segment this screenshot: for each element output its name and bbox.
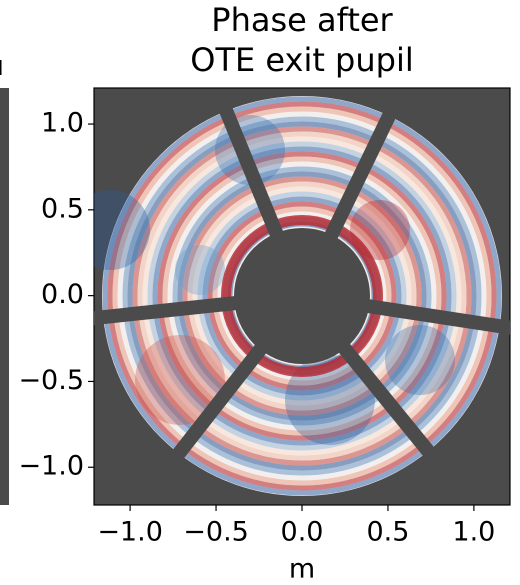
phase-ring xyxy=(127,121,477,471)
y-tick-label: 0.5 xyxy=(41,193,84,224)
x-tick-label: 1.0 xyxy=(452,517,495,548)
neighbor-panel xyxy=(0,88,9,505)
inner-ring xyxy=(221,215,383,377)
phase-ring xyxy=(132,126,472,466)
pupil-phase-map xyxy=(94,89,510,496)
y-tick-label: 0.0 xyxy=(41,279,84,310)
phase-ring xyxy=(207,201,397,391)
phase-ring xyxy=(197,191,407,401)
phase-ring xyxy=(177,171,427,421)
phase-ring xyxy=(112,106,492,486)
phase-ring xyxy=(162,156,442,436)
phase-ring xyxy=(157,151,447,441)
y-tick-label: −0.5 xyxy=(18,365,84,396)
phase-ring xyxy=(107,101,497,491)
spider xyxy=(336,341,447,472)
phase-blob xyxy=(135,335,225,425)
phase-ring xyxy=(147,141,457,451)
chart-title: OTE exit pupil xyxy=(190,41,413,79)
x-tick-label: −1.0 xyxy=(97,517,163,548)
spider xyxy=(212,89,285,240)
phase-blob xyxy=(94,190,150,270)
phase-ring xyxy=(172,166,432,426)
phase-ring xyxy=(167,161,437,431)
phase-ring xyxy=(217,211,387,381)
spider xyxy=(160,342,269,474)
phase-blob xyxy=(385,325,455,395)
x-axis-label: m xyxy=(289,554,315,585)
phase-ring xyxy=(152,146,452,446)
phase-ring xyxy=(137,131,467,461)
chart-title: Phase after xyxy=(211,1,393,39)
phase-ring xyxy=(187,181,417,411)
x-tick-label: 0.5 xyxy=(366,517,409,548)
spider xyxy=(323,94,405,242)
x-tick-label: 0.0 xyxy=(281,517,324,548)
phase-ring xyxy=(212,206,392,386)
spider xyxy=(364,298,510,335)
spider xyxy=(94,295,240,326)
central-obscuration xyxy=(234,228,370,364)
phase-ring xyxy=(117,111,487,481)
x-tick-label: −0.5 xyxy=(183,517,249,548)
y-tick-label: −1.0 xyxy=(18,451,84,482)
phase-blob xyxy=(285,355,375,445)
phase-ring xyxy=(102,96,502,496)
phase-ring xyxy=(122,116,482,476)
phase-ring xyxy=(182,176,422,416)
phase-ring xyxy=(202,196,402,396)
phase-ring xyxy=(142,136,462,456)
phase-ring xyxy=(192,186,412,406)
phase-blob xyxy=(350,200,410,260)
phase-blob xyxy=(175,245,225,295)
y-tick-label: 1.0 xyxy=(41,108,84,139)
